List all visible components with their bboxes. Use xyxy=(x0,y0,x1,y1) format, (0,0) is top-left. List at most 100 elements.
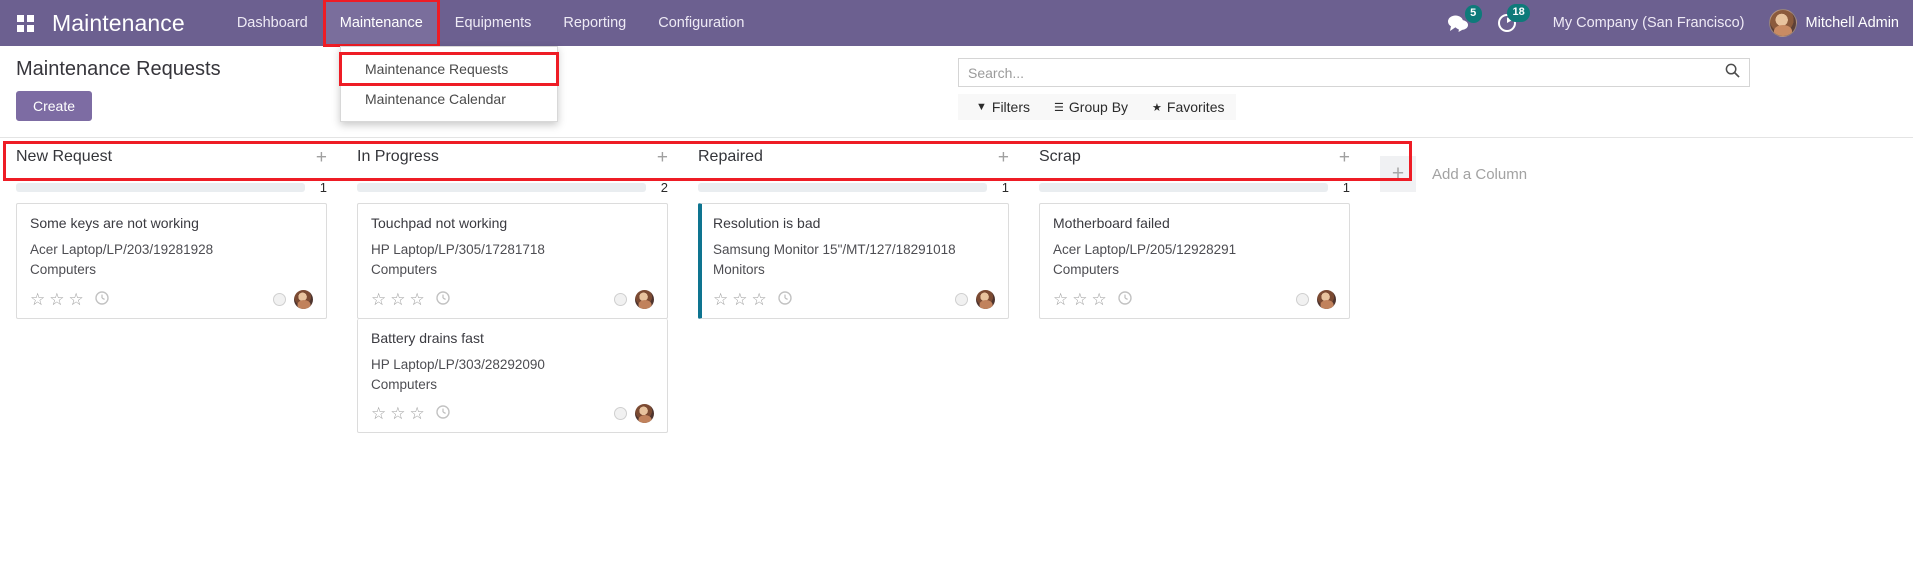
priority-stars[interactable]: ☆ ☆ ☆ xyxy=(30,291,84,308)
activity-status-dot[interactable] xyxy=(614,292,627,306)
company-switcher[interactable]: My Company (San Francisco) xyxy=(1552,15,1745,31)
menu-item-maintenance[interactable]: Maintenance xyxy=(322,0,440,47)
priority-stars[interactable]: ☆ ☆ ☆ xyxy=(1053,291,1107,308)
kanban-card-title: Touchpad not working xyxy=(371,215,508,231)
kanban-column-header: In Progress + xyxy=(341,138,682,176)
kanban-column-title: In Progress xyxy=(357,148,439,165)
plus-icon[interactable]: + xyxy=(656,146,668,168)
progress-bar[interactable] xyxy=(357,182,646,192)
star-icon-3[interactable]: ☆ xyxy=(409,289,425,309)
kanban-card[interactable]: Resolution is bad Samsung Monitor 15"/MT… xyxy=(698,203,1009,319)
filters-button[interactable]: ▼ Filters xyxy=(964,99,1042,115)
star-icon-1[interactable]: ☆ xyxy=(30,289,46,309)
clock-icon[interactable] xyxy=(436,290,450,308)
main-menu: Dashboard Maintenance Equipments Reporti… xyxy=(221,0,761,47)
kanban-column-repaired: Repaired + 1 Resolution is bad Samsung M… xyxy=(682,138,1023,319)
star-icon-1[interactable]: ☆ xyxy=(713,289,729,309)
star-icon-3[interactable]: ☆ xyxy=(68,289,84,309)
avatar xyxy=(1768,9,1797,37)
group-by-button[interactable]: ☰ Group By xyxy=(1042,99,1140,115)
star-icon-2[interactable]: ☆ xyxy=(49,289,65,309)
kanban-column-header: New Request + xyxy=(0,138,341,176)
star-icon-3[interactable]: ☆ xyxy=(409,404,425,423)
dropdown-item-maintenance-calendar[interactable]: Maintenance Calendar xyxy=(365,91,506,107)
plus-icon[interactable]: + xyxy=(997,146,1009,168)
star-icon-2[interactable]: ☆ xyxy=(732,289,748,309)
messages-icon[interactable]: 5 xyxy=(1447,5,1482,32)
add-column-label[interactable]: Add a Column xyxy=(1432,165,1528,183)
assignee-avatar[interactable] xyxy=(976,289,995,309)
progress-bar[interactable] xyxy=(16,182,305,192)
kanban-column-title: Repaired xyxy=(698,148,763,165)
kanban-columns: New Request + 1 Some keys are not workin… xyxy=(0,138,1913,433)
assignee-avatar[interactable] xyxy=(1317,289,1336,309)
search-area: ▼ Filters ☰ Group By ★ Favorites xyxy=(958,58,1750,120)
kanban-card-category: Computers xyxy=(1053,262,1120,278)
kanban-card[interactable]: Touchpad not working HP Laptop/LP/305/17… xyxy=(357,203,668,319)
dropdown-item-maintenance-requests[interactable]: Maintenance Requests xyxy=(339,52,559,86)
search-bar[interactable] xyxy=(958,58,1750,87)
clock-icon[interactable] xyxy=(778,290,792,308)
user-menu[interactable]: Mitchell Admin xyxy=(1768,9,1899,37)
apps-grid-icon[interactable] xyxy=(12,0,38,46)
favorites-button[interactable]: ★ Favorites xyxy=(1140,99,1236,115)
add-column-area[interactable]: + Add a Column xyxy=(1364,155,1604,193)
kanban-column-header: Repaired + xyxy=(682,138,1023,176)
star-icon-1[interactable]: ☆ xyxy=(371,404,387,423)
plus-icon[interactable]: + xyxy=(1380,156,1416,192)
menu-item-reporting[interactable]: Reporting xyxy=(563,15,627,31)
star-icon-3[interactable]: ☆ xyxy=(1091,289,1107,309)
kanban-card-footer-right xyxy=(1296,289,1336,309)
progress-bar[interactable] xyxy=(698,182,987,192)
kanban-card[interactable]: Motherboard failed Acer Laptop/LP/205/12… xyxy=(1039,203,1350,319)
priority-stars[interactable]: ☆ ☆ ☆ xyxy=(371,291,425,308)
menu-item-dashboard[interactable]: Dashboard xyxy=(236,15,308,31)
activities-clock-icon[interactable]: 18 xyxy=(1497,4,1530,33)
assignee-avatar[interactable] xyxy=(294,289,313,309)
kanban-card-equipment: HP Laptop/LP/305/17281718 xyxy=(371,242,545,257)
navbar-right-tools: 5 18 My Company (San Francisco) Mitchell… xyxy=(1433,0,1913,46)
kanban-card-category: Computers xyxy=(371,376,438,392)
maintenance-dropdown-menu: Maintenance Requests Maintenance Calenda… xyxy=(339,46,559,122)
clock-icon[interactable] xyxy=(95,290,109,308)
activity-status-dot[interactable] xyxy=(273,292,286,306)
assignee-avatar[interactable] xyxy=(635,289,654,309)
kanban-card[interactable]: Battery drains fast HP Laptop/LP/303/282… xyxy=(357,318,668,433)
star-icon-2[interactable]: ☆ xyxy=(390,289,406,309)
kanban-column-progress: 1 xyxy=(0,176,341,198)
kanban-card-category: Monitors xyxy=(713,262,765,278)
kanban-card-equipment: Acer Laptop/LP/203/19281928 xyxy=(30,242,214,257)
clock-icon[interactable] xyxy=(1118,290,1132,308)
kanban-card[interactable]: Some keys are not working Acer Laptop/LP… xyxy=(16,203,327,319)
menu-item-equipments[interactable]: Equipments xyxy=(454,15,532,31)
clock-icon[interactable] xyxy=(436,405,450,422)
kanban-card-title: Some keys are not working xyxy=(30,215,199,231)
star-icon-3[interactable]: ☆ xyxy=(751,289,767,309)
search-icon[interactable] xyxy=(1725,63,1740,82)
priority-stars[interactable]: ☆ ☆ ☆ xyxy=(713,291,767,308)
kanban-card-footer: ☆ ☆ ☆ xyxy=(1053,289,1336,309)
search-facets: ▼ Filters ☰ Group By ★ Favorites xyxy=(958,94,1236,120)
plus-icon[interactable]: + xyxy=(1338,146,1350,168)
kanban-card-category: Computers xyxy=(371,262,438,278)
create-button[interactable]: Create xyxy=(16,91,93,121)
priority-stars[interactable]: ☆ ☆ ☆ xyxy=(371,405,425,422)
activity-status-dot[interactable] xyxy=(614,407,627,420)
star-icon-1[interactable]: ☆ xyxy=(371,289,387,309)
assignee-avatar[interactable] xyxy=(635,404,654,423)
kanban-card-footer: ☆ ☆ ☆ xyxy=(371,289,654,309)
kanban-column-count: 2 xyxy=(660,179,668,195)
star-icon-1[interactable]: ☆ xyxy=(1053,289,1069,309)
messages-badge: 5 xyxy=(1464,5,1482,23)
group-by-icon: ☰ xyxy=(1054,101,1064,114)
star-icon-2[interactable]: ☆ xyxy=(390,404,406,423)
kanban-card-footer: ☆ ☆ ☆ xyxy=(371,404,654,423)
star-icon-2[interactable]: ☆ xyxy=(1072,289,1088,309)
kanban-column-body: Some keys are not working Acer Laptop/LP… xyxy=(0,198,341,319)
plus-icon[interactable]: + xyxy=(315,146,327,168)
activity-status-dot[interactable] xyxy=(1296,292,1309,306)
progress-bar[interactable] xyxy=(1039,182,1328,192)
search-input[interactable] xyxy=(968,64,1725,81)
menu-item-configuration[interactable]: Configuration xyxy=(658,15,745,31)
activity-status-dot[interactable] xyxy=(955,292,968,306)
